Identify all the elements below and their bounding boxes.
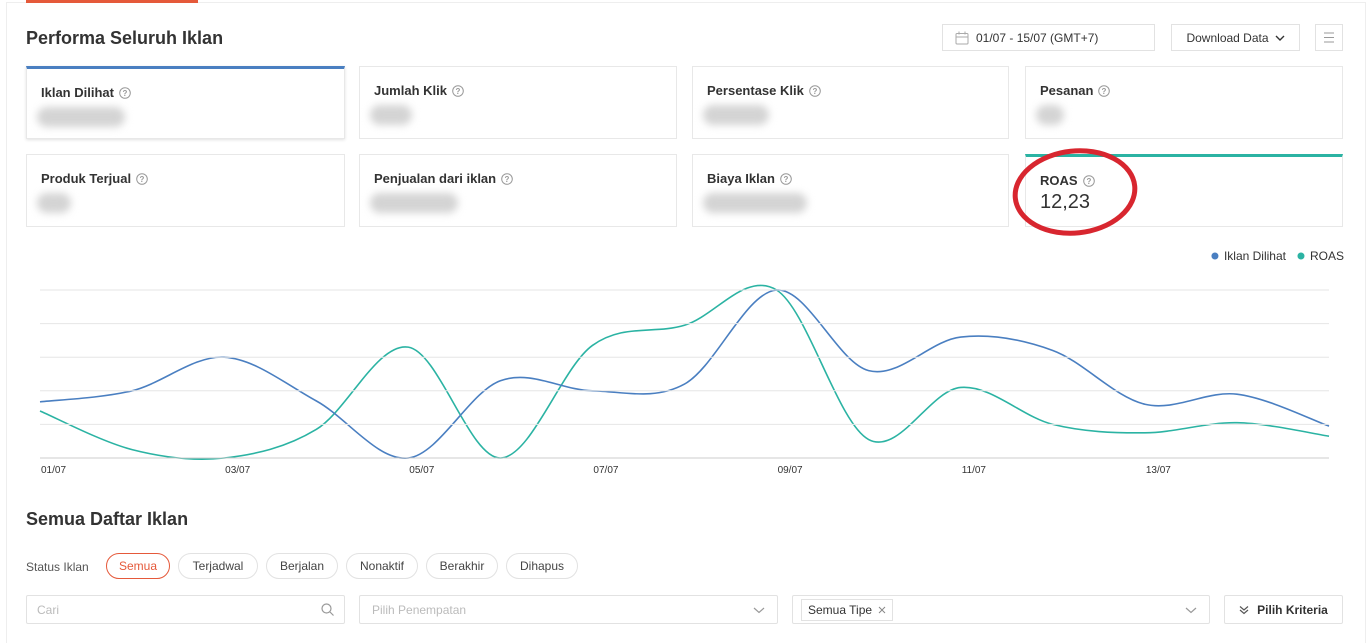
metric-label-row: Biaya Iklan? [707, 171, 792, 186]
chevron-icon [1275, 35, 1285, 41]
svg-text:?: ? [1086, 177, 1091, 186]
date-picker[interactable]: 01/07 - 15/07 (GMT+7) [942, 24, 1155, 51]
placement-placeholder: Pilih Penempatan [372, 602, 467, 617]
metric-value-blurred [37, 107, 125, 127]
metric-value-blurred [703, 105, 769, 125]
help-icon[interactable]: ? [452, 84, 464, 97]
metric-value-blurred [37, 193, 71, 213]
criteria-label: Pilih Kriteria [1257, 602, 1328, 617]
metric-card[interactable]: Biaya Iklan? [692, 154, 1009, 227]
help-icon[interactable]: ? [119, 86, 131, 99]
chevron-icon [1185, 607, 1197, 613]
svg-text:?: ? [140, 175, 145, 184]
metric-card[interactable]: Jumlah Klik? [359, 66, 677, 139]
status-pill[interactable]: Dihapus [506, 553, 578, 579]
svg-text:?: ? [783, 175, 788, 184]
metric-label-row: Produk Terjual? [41, 171, 148, 186]
active-tab-underline [26, 0, 198, 3]
help-icon[interactable]: ? [809, 84, 821, 97]
list-title: Semua Daftar Iklan [26, 509, 189, 529]
metric-card[interactable]: ROAS? 12,23 [1025, 154, 1343, 227]
search-icon [321, 603, 334, 616]
chevron-icon [753, 607, 765, 613]
metric-value-blurred [703, 193, 807, 213]
metric-label: Produk Terjual [41, 171, 132, 186]
metric-label: Iklan Dilihat [41, 85, 114, 100]
metric-value-blurred [370, 105, 412, 125]
placement-select[interactable]: Pilih Penempatan [359, 595, 778, 624]
double-chevron-icon [1239, 605, 1249, 614]
status-label: Status Iklan [26, 560, 89, 574]
svg-text:?: ? [1102, 87, 1107, 96]
svg-text:?: ? [812, 87, 817, 96]
search-placeholder: Cari [37, 602, 60, 617]
metric-label-row: Penjualan dari iklan? [374, 171, 513, 186]
metric-label-row: ROAS? [1040, 173, 1095, 188]
date-range: 01/07 - 15/07 (GMT+7) [976, 30, 1099, 45]
page-border [6, 2, 1366, 643]
metric-value: 12,23 [1040, 191, 1091, 213]
metric-label: Persentase Klik [707, 83, 804, 98]
metric-label-row: Jumlah Klik? [374, 83, 464, 98]
metric-label-row: Persentase Klik? [707, 83, 821, 98]
metric-label: Penjualan dari iklan [374, 171, 497, 186]
close-icon[interactable] [878, 606, 886, 614]
type-tag-label: Semua Tipe [808, 602, 873, 617]
criteria-button[interactable]: Pilih Kriteria [1224, 595, 1343, 624]
calendar-icon [955, 31, 969, 44]
metric-label: ROAS [1040, 173, 1078, 188]
metric-label: Pesanan [1040, 83, 1094, 98]
status-pill[interactable]: Nonaktif [346, 553, 418, 579]
download-label: Download Data [1186, 30, 1269, 45]
svg-text:?: ? [123, 89, 128, 98]
menu-button[interactable] [1315, 24, 1343, 51]
help-icon[interactable]: ? [1082, 174, 1095, 187]
status-pill[interactable]: Terjadwal [178, 553, 258, 579]
metric-label-row: Pesanan? [1040, 83, 1111, 98]
metric-value-blurred [1036, 105, 1064, 125]
status-pill[interactable]: Semua [106, 553, 170, 579]
metric-card[interactable]: Iklan Dilihat? [26, 66, 345, 139]
metric-card[interactable]: Produk Terjual? [26, 154, 345, 227]
svg-text:?: ? [456, 87, 461, 96]
metric-card[interactable]: Pesanan? [1025, 66, 1343, 139]
metric-label-row: Iklan Dilihat? [41, 85, 131, 100]
metric-card[interactable]: Penjualan dari iklan? [359, 154, 677, 227]
help-icon[interactable]: ? [1098, 84, 1111, 97]
menu-icon [1324, 32, 1334, 43]
download-button[interactable]: Download Data [1171, 24, 1300, 51]
status-pill[interactable]: Berakhir [426, 553, 498, 579]
section-title: Performa Seluruh Iklan [26, 28, 224, 48]
svg-text:?: ? [505, 175, 510, 184]
metric-label: Jumlah Klik [374, 83, 447, 98]
help-icon[interactable]: ? [136, 172, 148, 185]
help-icon[interactable]: ? [501, 172, 513, 185]
type-select[interactable]: Semua Tipe [792, 595, 1210, 624]
metric-card[interactable]: Persentase Klik? [692, 66, 1009, 139]
metric-label: Biaya Iklan [707, 171, 775, 186]
help-icon[interactable]: ? [780, 172, 792, 185]
status-pill[interactable]: Berjalan [266, 553, 338, 579]
search-input[interactable]: Cari [26, 595, 345, 624]
metric-value-blurred [370, 193, 458, 213]
type-tag[interactable]: Semua Tipe [801, 598, 894, 621]
